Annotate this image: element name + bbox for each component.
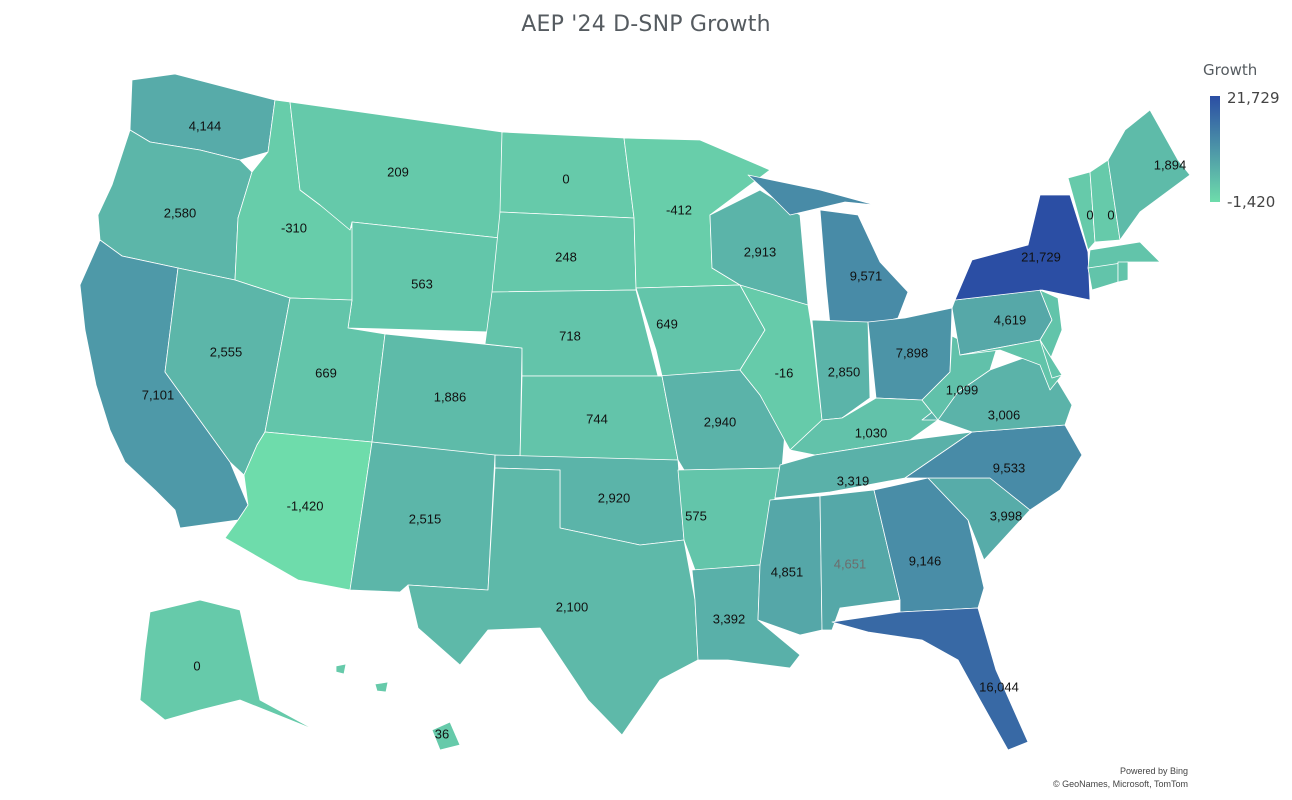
state-value-label-mt: 209 — [387, 164, 409, 179]
attribution-credits: © GeoNames, Microsoft, TomTom — [1053, 779, 1188, 789]
state-fl[interactable] — [831, 607, 1029, 751]
state-in[interactable] — [811, 319, 871, 421]
state-value-label-ky: 1,030 — [855, 425, 888, 440]
state-value-label-tx: 2,100 — [556, 599, 589, 614]
state-value-label-wv: 1,099 — [946, 382, 979, 397]
state-value-label-ks: 744 — [586, 411, 608, 426]
state-value-label-va: 3,006 — [988, 407, 1021, 422]
legend-min-label: -1,420 — [1227, 193, 1276, 211]
state-value-label-la: 3,392 — [713, 611, 746, 626]
state-ri[interactable] — [1117, 261, 1129, 283]
state-value-label-co: 1,886 — [434, 389, 467, 404]
state-me[interactable] — [1107, 109, 1191, 241]
state-value-label-nm: 2,515 — [409, 511, 442, 526]
state-value-label-ms: 4,851 — [771, 564, 804, 579]
state-value-label-sd: 248 — [555, 249, 577, 264]
state-value-label-nd: 0 — [562, 171, 569, 186]
map-title: AEP '24 D-SNP Growth — [521, 12, 771, 37]
state-value-label-mn: -412 — [666, 202, 692, 217]
legend-gradient-bar — [1210, 96, 1220, 202]
state-value-label-or: 2,580 — [164, 205, 197, 220]
state-value-label-tn: 3,319 — [837, 473, 870, 488]
state-value-label-ar: 575 — [685, 508, 707, 523]
state-value-label-ia: 649 — [656, 316, 678, 331]
attribution-powered-by: Powered by Bing — [1119, 766, 1188, 776]
state-value-label-ut: 669 — [315, 365, 337, 380]
state-value-label-ok: 2,920 — [598, 490, 631, 505]
state-value-label-fl: 16,044 — [979, 679, 1019, 694]
state-ny[interactable] — [954, 194, 1091, 301]
state-value-label-wy: 563 — [411, 276, 433, 291]
state-value-label-al: 4,651 — [834, 556, 867, 571]
state-value-label-mi: 9,571 — [850, 268, 883, 283]
state-value-label-wa: 4,144 — [189, 118, 222, 133]
state-value-label-nc: 9,533 — [993, 460, 1026, 475]
state-value-label-il: -16 — [775, 365, 794, 380]
state-value-label-nv: 2,555 — [210, 344, 243, 359]
state-value-label-hi: 36 — [435, 726, 449, 741]
state-value-label-ak: 0 — [193, 658, 200, 673]
state-value-label-nh: 0 — [1107, 207, 1114, 222]
state-value-label-ny: 21,729 — [1021, 249, 1061, 264]
state-value-label-me: 1,894 — [1154, 157, 1187, 172]
state-ak[interactable] — [139, 599, 316, 731]
state-de[interactable] — [1039, 339, 1063, 379]
state-value-label-az: -1,420 — [287, 498, 324, 513]
legend-max-label: 21,729 — [1227, 89, 1280, 107]
legend-title: Growth — [1203, 61, 1258, 79]
state-value-label-ca: 7,101 — [142, 387, 175, 402]
state-value-label-mo: 2,940 — [704, 414, 737, 429]
state-wy[interactable] — [347, 221, 501, 333]
state-value-label-ga: 9,146 — [909, 553, 942, 568]
state-hi[interactable] — [335, 663, 461, 751]
state-ma[interactable] — [1087, 241, 1161, 269]
state-value-label-oh: 7,898 — [896, 345, 929, 360]
state-value-label-in: 2,850 — [828, 364, 861, 379]
state-mi[interactable] — [747, 174, 909, 326]
state-value-label-wi: 2,913 — [744, 244, 777, 259]
state-value-label-id: -310 — [281, 220, 307, 235]
state-value-label-sc: 3,998 — [990, 508, 1023, 523]
state-value-label-pa: 4,619 — [994, 312, 1027, 327]
state-value-label-ne: 718 — [559, 328, 581, 343]
state-value-label-vt: 0 — [1086, 207, 1093, 222]
